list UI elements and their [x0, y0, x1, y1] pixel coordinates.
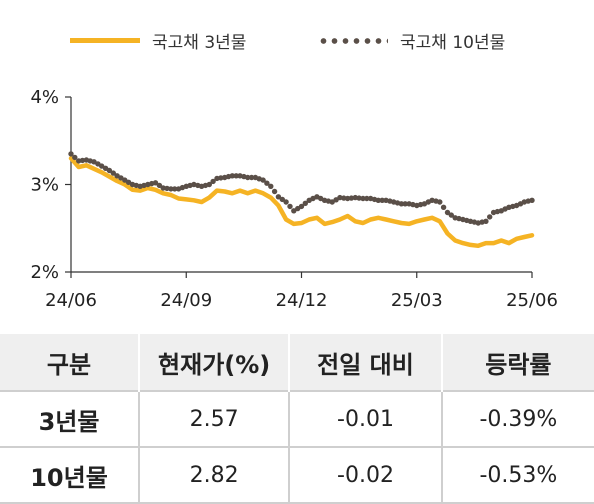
series-10y-point — [72, 154, 78, 161]
x-tick-label: 24/12 — [276, 290, 328, 311]
series-10y-point — [494, 208, 501, 215]
series-10y-point — [356, 195, 362, 201]
series-10y-point — [517, 201, 524, 207]
cell-change-10y: -0.02 — [288, 446, 442, 504]
x-tick-label: 24/09 — [160, 290, 212, 311]
series-10y-point — [402, 201, 408, 207]
series-10y-point — [202, 182, 209, 189]
series-10y-point — [172, 186, 178, 192]
series-10y-point — [387, 198, 393, 204]
legend-label-3y: 국고채 3년물 — [152, 33, 247, 53]
table-header-row: 구분 현재가(%) 전일 대비 등락률 — [0, 334, 594, 391]
series-10y-point — [233, 173, 239, 179]
cell-change-3y: -0.01 — [288, 390, 442, 447]
series-10y-point — [79, 157, 86, 164]
series-10y-point — [502, 206, 508, 212]
series-10y-point — [295, 205, 301, 212]
series-10y-point — [164, 185, 170, 192]
series-10y-point — [156, 182, 163, 189]
series-10y-point — [440, 204, 447, 210]
series-10y-point — [133, 182, 139, 189]
series-10y-point — [302, 200, 308, 206]
legend-swatch-10y — [318, 37, 388, 44]
series-10y-point — [471, 219, 478, 225]
series-10y-point — [271, 188, 278, 195]
row-label-10y: 10년물 — [0, 446, 140, 504]
legend-item-10y: 국고채 10년물 — [318, 28, 505, 53]
header-current-price: 현재가(%) — [138, 334, 290, 391]
series-10y-point — [525, 198, 531, 204]
series-10y-point — [279, 196, 285, 203]
series-10y-point — [425, 199, 431, 205]
series-10y-point — [410, 201, 416, 208]
series-10y-point — [210, 178, 216, 185]
series-10y-point — [433, 198, 439, 204]
x-tick-label: 25/06 — [506, 290, 558, 311]
y-tick-label: 2% — [30, 262, 59, 283]
table-row: 3년물 2.57 -0.01 -0.39% — [0, 390, 594, 447]
series-10y-point — [125, 179, 132, 185]
series-10y-point — [348, 195, 355, 201]
series-10y-point — [141, 182, 147, 189]
series-10y-point — [287, 203, 293, 210]
series-10y-point — [241, 173, 247, 180]
series-10y-point — [95, 161, 101, 167]
series-10y-point — [341, 195, 347, 201]
series-10y-point — [149, 180, 155, 187]
cell-current-3y: 2.57 — [138, 390, 290, 447]
series-10y-point — [371, 196, 378, 203]
series-10y-point — [283, 199, 289, 205]
series-10y-point — [394, 200, 401, 206]
series-10y-point — [510, 203, 516, 210]
row-label-3y: 3년물 — [0, 390, 140, 447]
series-10y-point — [110, 170, 117, 176]
series-10y-point — [195, 182, 201, 189]
series-10y-point — [325, 198, 332, 204]
legend-swatch-3y — [70, 38, 140, 43]
legend-label-10y: 국고채 10년물 — [400, 33, 506, 53]
x-tick-label: 24/06 — [45, 290, 97, 311]
cell-rate-10y: -0.53% — [440, 446, 594, 504]
series-10y-point — [360, 195, 366, 202]
series-10y-point — [275, 194, 282, 200]
table-row: 10년물 2.82 -0.02 -0.53% — [0, 446, 594, 504]
series-3y-line — [68, 156, 535, 249]
series-10y-point — [310, 195, 316, 202]
x-tick-label: 25/03 — [391, 290, 443, 311]
series-10y-point — [179, 184, 186, 191]
series-10y-point — [118, 175, 124, 181]
header-category: 구분 — [0, 334, 140, 391]
series-10y-point — [225, 173, 232, 180]
series-10y-point — [417, 201, 424, 208]
series-10y-point — [102, 165, 109, 171]
yield-summary-table: 구분 현재가(%) 전일 대비 등락률 3년물 2.57 -0.01 -0.39… — [0, 334, 594, 504]
series-10y-point — [364, 195, 370, 202]
series-10y-point — [218, 175, 224, 181]
y-tick-label: 3% — [30, 175, 59, 196]
series-10y-point — [444, 209, 451, 216]
series-10y-point — [248, 174, 255, 181]
series-10y-point — [456, 215, 462, 222]
y-tick-label: 4% — [30, 87, 59, 108]
series-10y-point — [318, 195, 324, 202]
cell-rate-3y: -0.39% — [440, 390, 594, 447]
series-10y-point — [187, 182, 193, 189]
series-10y-point — [333, 197, 339, 203]
header-day-change: 전일 대비 — [288, 334, 442, 391]
legend-item-3y: 국고채 3년물 — [70, 28, 246, 53]
series-10y-point — [379, 197, 385, 203]
bond-yield-line-chart: 2% 3% 4% 24/06 24/09 24/12 25/03 25/06 — [30, 87, 558, 311]
series-10y-point — [264, 180, 270, 186]
header-change-rate: 등락률 — [440, 334, 594, 391]
series-10y-point — [487, 214, 493, 220]
series-10y-point — [464, 217, 470, 224]
cell-current-10y: 2.82 — [138, 446, 290, 504]
chart-legend: 국고채 3년물 국고채 10년물 — [0, 22, 594, 58]
series-10y-point — [256, 176, 262, 182]
series-10y-point — [87, 158, 93, 164]
series-10y-point — [448, 212, 454, 218]
series-10y-point — [479, 219, 485, 225]
series-10y-point — [268, 183, 274, 189]
series-10y-point — [68, 151, 74, 157]
